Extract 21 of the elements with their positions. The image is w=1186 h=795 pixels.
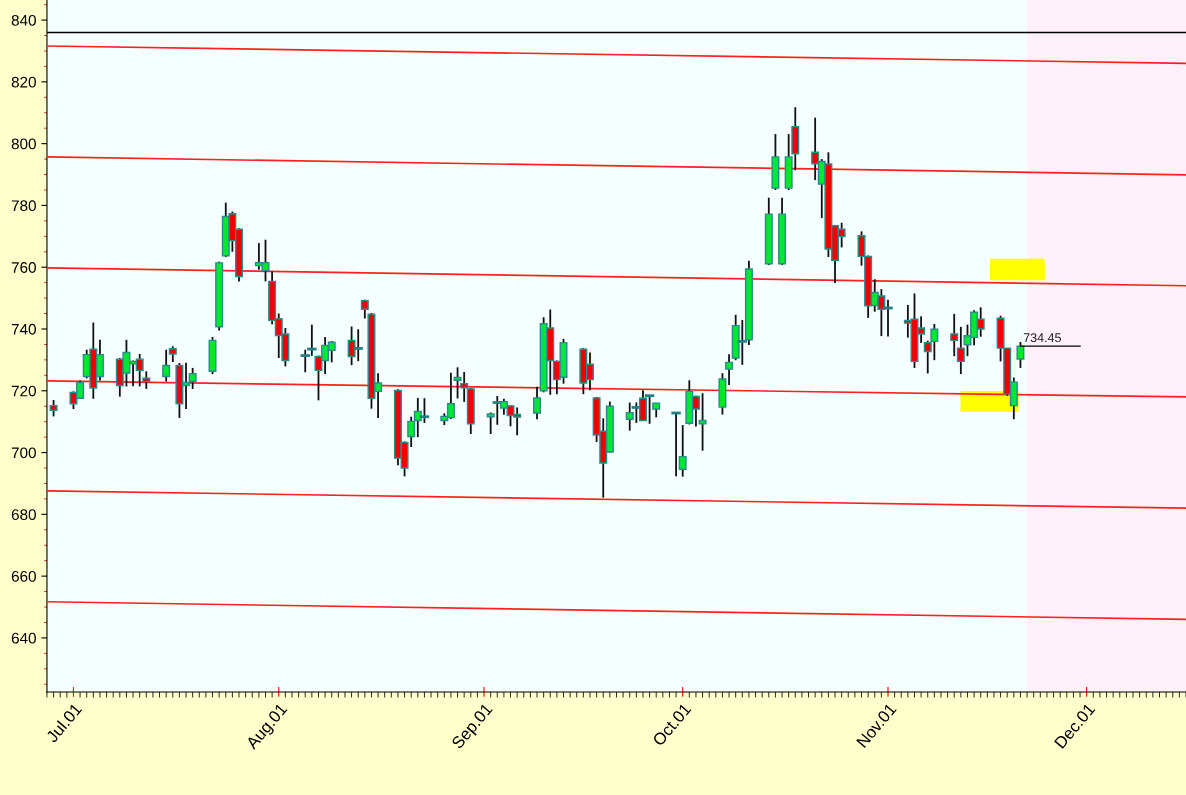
candlestick [725, 353, 734, 386]
candlestick [950, 312, 959, 358]
candlestick [533, 385, 542, 421]
y-tick-label: 720 [11, 385, 36, 397]
annotation: 734.45 [1023, 333, 1061, 343]
candlestick [1016, 341, 1025, 369]
candlestick [698, 392, 707, 452]
y-tick-label: 760 [11, 262, 36, 273]
candlestick [678, 424, 687, 478]
y-tick-label: 680 [11, 509, 36, 521]
candlestick [453, 366, 462, 400]
y-tick-label: 780 [11, 200, 36, 212]
y-tick-label: 800 [11, 138, 36, 150]
y-tick-label: 660 [11, 570, 36, 582]
y-tick-label: 640 [11, 632, 36, 644]
y-tick-label: 820 [11, 76, 36, 88]
y-tick-label: 700 [11, 447, 36, 459]
y-tick-label: 840 [11, 14, 36, 26]
candlestick [671, 411, 681, 478]
candlestick [162, 348, 171, 383]
y-tick-label: 740 [11, 323, 36, 335]
